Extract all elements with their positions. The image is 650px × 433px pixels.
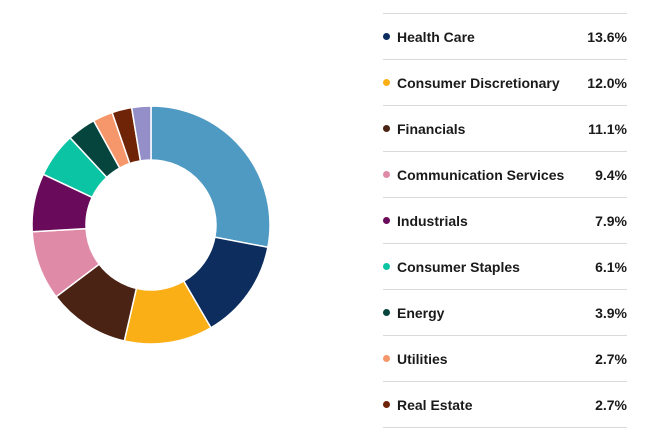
legend-item: Energy 3.9% <box>383 289 627 335</box>
legend-value: 13.6% <box>587 28 627 45</box>
legend-label: Consumer Staples <box>397 258 520 275</box>
legend-label: Real Estate <box>397 396 473 413</box>
donut-slice <box>130 105 152 162</box>
legend-value: 7.9% <box>595 212 627 229</box>
legend-label: Industrials <box>397 212 468 229</box>
legend-label: Energy <box>397 304 445 321</box>
legend-dot-icon <box>383 125 390 132</box>
legend-dot-icon <box>383 263 390 270</box>
legend-dot-icon <box>383 171 390 178</box>
legend-label: Utilities <box>397 350 448 367</box>
donut-chart <box>31 105 271 345</box>
legend-item: Financials 11.1% <box>383 105 627 151</box>
legend-value: 2.7% <box>595 350 627 367</box>
legend-value: 6.1% <box>595 258 627 275</box>
legend-dot-icon <box>383 217 390 224</box>
legend-value: 2.7% <box>595 396 627 413</box>
legend-label: Communication Services <box>397 166 565 183</box>
legend-label: Financials <box>397 120 466 137</box>
legend-item: Consumer Discretionary 12.0% <box>383 59 627 105</box>
legend-label: Health Care <box>397 28 475 45</box>
legend-item: Health Care 13.6% <box>383 13 627 59</box>
legend-item: Utilities 2.7% <box>383 335 627 381</box>
legend-value: 11.1% <box>588 120 627 137</box>
legend: Health Care 13.6% Consumer Discretionary 12… <box>383 13 627 428</box>
legend-dot-icon <box>383 309 390 316</box>
donut-slice <box>150 105 271 249</box>
legend-value: 12.0% <box>587 74 627 91</box>
legend-label: Consumer Discretionary <box>397 74 560 91</box>
legend-dot-icon <box>383 401 390 408</box>
legend-item: Industrials 7.9% <box>383 197 627 243</box>
legend-item: Consumer Staples 6.1% <box>383 243 627 289</box>
legend-value: 3.9% <box>595 304 627 321</box>
legend-dot-icon <box>383 33 390 40</box>
legend-item: Communication Services 9.4% <box>383 151 627 197</box>
legend-item: Real Estate 2.7% <box>383 381 627 428</box>
legend-dot-icon <box>383 355 390 362</box>
legend-value: 9.4% <box>595 166 627 183</box>
legend-dot-icon <box>383 79 390 86</box>
